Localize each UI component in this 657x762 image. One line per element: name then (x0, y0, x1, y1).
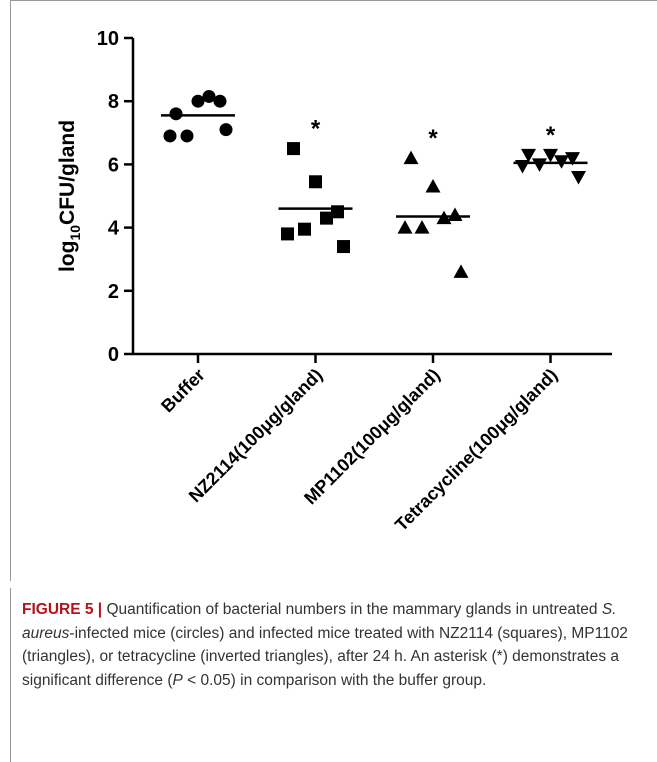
significance-mark: * (546, 122, 556, 149)
point (163, 129, 177, 143)
y-tick-label: 6 (108, 154, 119, 176)
caption-run: < 0.05) in comparison with the buffer gr… (182, 671, 487, 689)
point (213, 94, 227, 108)
caption-run: P (172, 671, 183, 689)
y-axis-label: log10CFU/gland (56, 120, 83, 272)
figure-frame (10, 0, 657, 581)
point (337, 240, 350, 254)
point (447, 207, 463, 221)
point (219, 123, 233, 137)
x-tick-label: Buffer (157, 365, 209, 417)
y-label-part: CFU/gland (56, 120, 79, 225)
point (281, 227, 294, 241)
point (320, 211, 333, 225)
chart: log10CFU/gland 0246810BufferNZ2114(100μg… (56, 28, 612, 535)
x-tick-label: NZ2114(100μg/gland) (185, 365, 326, 506)
y-label-part: log (56, 241, 79, 273)
point (521, 148, 536, 163)
point (543, 148, 558, 163)
caption-run: S. aureus (22, 601, 617, 642)
point (532, 158, 547, 172)
point (298, 222, 311, 236)
y-tick-label: 2 (108, 281, 119, 303)
y-tick-label: 8 (108, 91, 119, 113)
point (191, 94, 205, 108)
point (309, 175, 322, 189)
caption-run: -infected mice (circles) and infected mi… (22, 624, 628, 689)
caption-run: Quantification of bacterial numbers in t… (102, 601, 602, 618)
caption: FIGURE 5 | Quantification of bacterial n… (22, 598, 647, 692)
x-tick-label: MP1102(100μg/gland) (300, 365, 444, 509)
point (202, 89, 216, 103)
significance-mark: * (311, 116, 321, 143)
caption-rule (10, 588, 11, 762)
point (287, 142, 300, 156)
caption-run: FIGURE 5 | (22, 601, 103, 618)
point (397, 220, 413, 234)
point (571, 171, 586, 185)
point (180, 129, 194, 143)
y-tick-label: 0 (108, 344, 119, 366)
y-tick-label: 10 (97, 28, 119, 50)
y-label-sub: 10 (67, 225, 83, 241)
point (169, 107, 183, 121)
point (425, 179, 441, 193)
y-tick-label: 4 (108, 218, 120, 240)
point (453, 264, 469, 278)
significance-mark: * (428, 125, 438, 152)
point (414, 220, 430, 234)
point (403, 150, 419, 165)
